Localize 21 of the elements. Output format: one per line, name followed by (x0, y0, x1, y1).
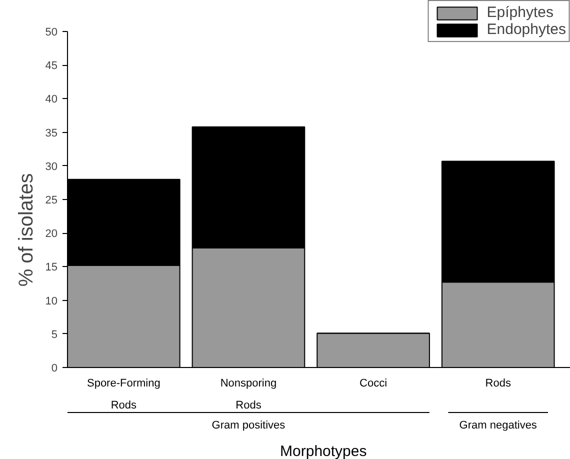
y-tick-label: 25 (45, 194, 58, 206)
y-tick-label: 10 (45, 295, 58, 308)
y-tick-label: 35 (45, 127, 58, 140)
y-tick-label: 0 (51, 362, 58, 374)
y-tick-label: 50 (45, 26, 58, 38)
y-tick-label: 30 (45, 160, 58, 173)
x-axis-title: Morphotypes (280, 443, 367, 459)
y-tick-label: 45 (45, 60, 58, 72)
y-tick-label: 20 (45, 228, 58, 240)
text: Gram negatives (459, 420, 538, 432)
x-tick-label: Spore-Forming Rods (86, 378, 160, 412)
x-tick-label: Nonsporing Rods (220, 378, 277, 412)
y-axis-title: % of isolates (15, 173, 38, 287)
legend-label: Endophytes (486, 21, 566, 38)
x-tick-label: Rods (485, 378, 512, 390)
y-tick-label: 5 (51, 328, 58, 341)
y-tick-label: 15 (45, 262, 58, 274)
legend-label: Epíphytes (486, 4, 554, 21)
x-tick-label: Cocci (360, 378, 388, 390)
y-tick-label: 40 (45, 94, 58, 106)
text: Gram positives (212, 420, 286, 432)
